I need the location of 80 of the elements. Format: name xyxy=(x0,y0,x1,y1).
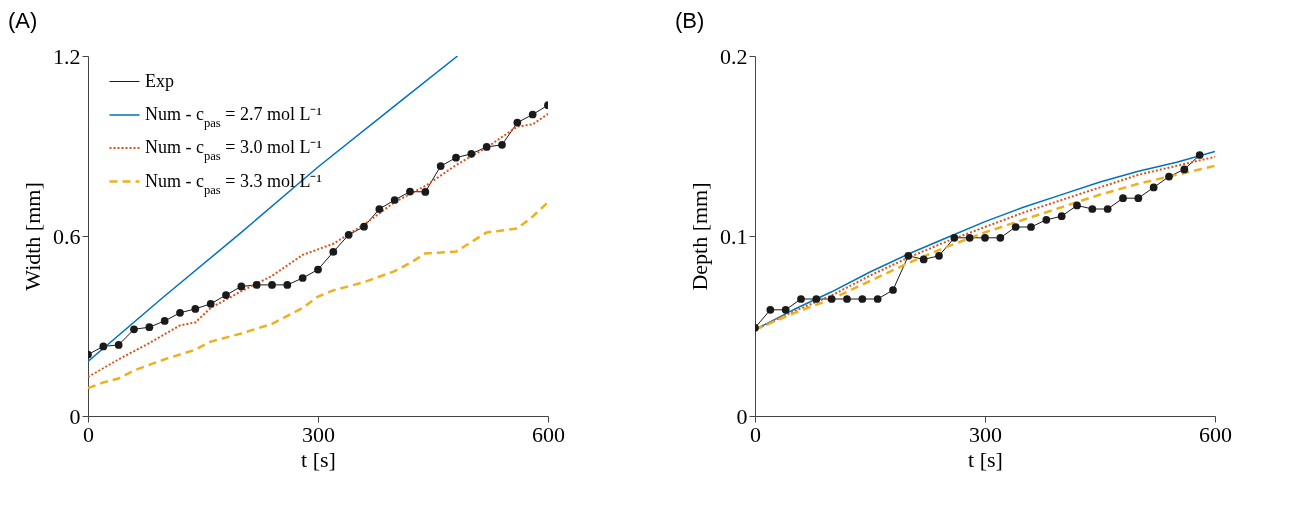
point xyxy=(843,295,851,303)
point xyxy=(268,281,276,289)
point xyxy=(889,286,897,294)
point xyxy=(222,291,230,299)
y-axis-title: Depth [mm] xyxy=(687,182,712,291)
point xyxy=(145,323,154,332)
point xyxy=(1119,194,1127,203)
legend-label: Num - c$_{pas}$ = 3.0 mol L⁻¹ xyxy=(145,137,322,163)
point xyxy=(1165,172,1173,181)
y-tick-label: 0.6 xyxy=(53,223,81,249)
point xyxy=(1088,205,1097,213)
point xyxy=(252,281,261,289)
line-series xyxy=(88,200,548,390)
point xyxy=(1073,201,1081,210)
point xyxy=(766,305,775,314)
point xyxy=(1042,215,1051,224)
point xyxy=(375,205,384,213)
point xyxy=(421,188,430,196)
point xyxy=(812,295,821,303)
y-axis-title: Width [mm] xyxy=(20,182,45,291)
point xyxy=(528,110,537,119)
point xyxy=(1149,183,1158,192)
x-tick-label: 300 xyxy=(302,421,335,447)
point xyxy=(314,265,322,274)
point xyxy=(114,341,123,349)
legend-label: Num - c$_{pas}$ = 3.3 mol L⁻¹ xyxy=(145,170,322,197)
point xyxy=(1180,165,1189,174)
point xyxy=(1057,212,1066,221)
point xyxy=(935,251,943,260)
point xyxy=(298,274,307,282)
point xyxy=(1027,223,1035,231)
point xyxy=(996,233,1005,242)
point xyxy=(406,187,414,196)
point xyxy=(99,342,108,351)
point xyxy=(965,233,974,242)
point xyxy=(390,196,399,204)
point xyxy=(827,295,836,303)
point xyxy=(176,308,184,317)
point xyxy=(981,233,989,242)
point xyxy=(950,233,959,242)
point xyxy=(452,153,460,162)
point xyxy=(130,325,138,334)
point xyxy=(160,317,169,325)
point xyxy=(904,251,913,260)
y-tick-label: 0.1 xyxy=(720,223,748,249)
x-tick-label: 300 xyxy=(969,421,1002,447)
legend-label: Exp xyxy=(145,70,174,91)
point xyxy=(360,222,368,231)
point xyxy=(1103,205,1112,213)
point xyxy=(283,281,292,289)
point xyxy=(1011,223,1020,231)
point xyxy=(498,140,506,149)
x-tick-label: 600 xyxy=(1199,421,1232,447)
chart-title: (B) xyxy=(675,8,705,33)
point xyxy=(513,118,522,127)
point xyxy=(191,305,200,313)
point xyxy=(206,299,215,308)
legend-label: Num - c$_{pas}$ = 2.7 mol L⁻¹ xyxy=(145,104,322,130)
line-series xyxy=(88,56,459,363)
x-tick-label: 600 xyxy=(532,421,565,447)
point xyxy=(467,149,476,158)
point xyxy=(781,305,790,314)
point xyxy=(482,143,491,151)
point xyxy=(858,295,867,303)
y-tick-label: 0 xyxy=(736,403,748,429)
point xyxy=(436,162,445,170)
point xyxy=(873,295,882,303)
y-tick-label: 1.2 xyxy=(53,43,81,69)
y-tick-label: 0 xyxy=(69,403,81,429)
x-axis-title: t [s] xyxy=(301,446,336,472)
point xyxy=(329,248,338,256)
point xyxy=(344,230,353,239)
x-axis-title: t [s] xyxy=(968,446,1003,472)
chart-title: (A) xyxy=(8,8,38,33)
point xyxy=(797,295,805,303)
point xyxy=(1134,194,1143,203)
y-tick-label: 0.2 xyxy=(720,43,748,69)
point xyxy=(919,255,928,264)
point xyxy=(1195,151,1204,159)
point xyxy=(237,282,246,291)
